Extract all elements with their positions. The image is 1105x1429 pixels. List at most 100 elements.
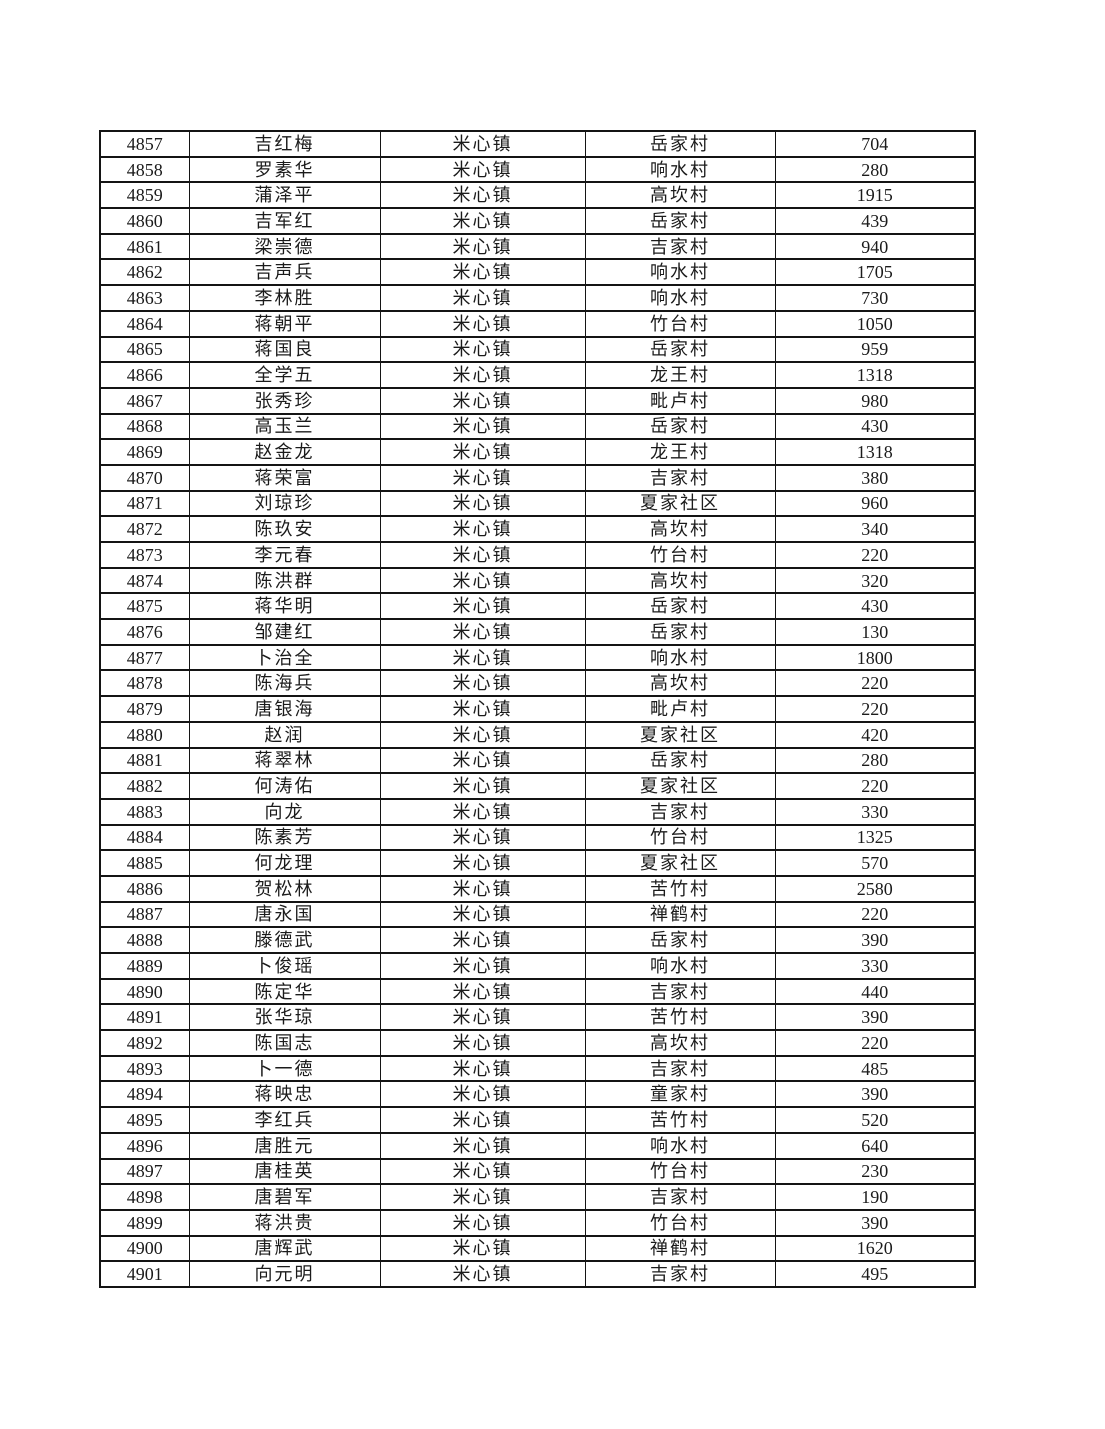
row-number-cell: 4866 [99, 361, 190, 389]
amount-cell: 430 [774, 412, 976, 441]
name-cell: 贺松林 [188, 874, 381, 903]
village-cell: 禅鹤村 [584, 1234, 776, 1263]
village-cell: 响水村 [584, 284, 776, 312]
table-row: 4878 陈海兵 米心镇 高坎村 220 [99, 669, 976, 698]
table-row: 4869 赵金龙 米心镇 龙王村 1318 [99, 438, 976, 466]
town-cell: 米心镇 [379, 926, 586, 954]
table-row: 4899 蒋洪贵 米心镇 竹台村 390 [99, 1208, 976, 1237]
table-row: 4882 何涛佑 米心镇 夏家社区 220 [99, 772, 976, 800]
table-row: 4863 李林胜 米心镇 响水村 730 [99, 284, 976, 312]
town-cell: 米心镇 [379, 823, 586, 852]
table-row: 4896 唐胜元 米心镇 响水村 640 [99, 1131, 976, 1160]
row-number-cell: 4890 [99, 977, 190, 1006]
name-cell: 卜俊瑶 [188, 952, 381, 980]
village-cell: 吉家村 [584, 463, 776, 492]
town-cell: 米心镇 [379, 1260, 586, 1288]
name-cell: 唐永国 [188, 900, 381, 929]
name-cell: 高玉兰 [188, 412, 381, 441]
amount-cell: 1705 [774, 258, 976, 287]
row-number-cell: 4858 [99, 155, 190, 184]
village-cell: 吉家村 [584, 797, 776, 826]
name-cell: 吉红梅 [188, 130, 381, 158]
table-row: 4870 蒋荣富 米心镇 吉家村 380 [99, 463, 976, 492]
name-cell: 唐银海 [188, 695, 381, 723]
table-row: 4884 陈素芳 米心镇 竹台村 1325 [99, 823, 976, 852]
row-number-cell: 4872 [99, 515, 190, 543]
table-row: 4890 陈定华 米心镇 吉家村 440 [99, 977, 976, 1006]
town-cell: 米心镇 [379, 797, 586, 826]
table-row: 4894 蒋映忠 米心镇 童家村 390 [99, 1080, 976, 1109]
village-cell: 吉家村 [584, 1183, 776, 1211]
amount-cell: 980 [774, 386, 976, 415]
amount-cell: 1050 [774, 309, 976, 338]
village-cell: 岳家村 [584, 746, 776, 775]
row-number-cell: 4879 [99, 695, 190, 723]
table-row: 4897 唐桂英 米心镇 竹台村 230 [99, 1157, 976, 1186]
table-row: 4858 罗素华 米心镇 响水村 280 [99, 155, 976, 184]
amount-cell: 230 [774, 1157, 976, 1186]
town-cell: 米心镇 [379, 309, 586, 338]
village-cell: 高坎村 [584, 181, 776, 210]
row-number-cell: 4899 [99, 1208, 190, 1237]
amount-cell: 220 [774, 541, 976, 569]
name-cell: 陈国志 [188, 1029, 381, 1057]
town-cell: 米心镇 [379, 592, 586, 621]
table-row: 4877 卜治全 米心镇 响水村 1800 [99, 643, 976, 672]
town-cell: 米心镇 [379, 130, 586, 158]
town-cell: 米心镇 [379, 438, 586, 466]
name-cell: 梁崇德 [188, 232, 381, 261]
village-cell: 岳家村 [584, 207, 776, 235]
name-cell: 唐胜元 [188, 1131, 381, 1160]
name-cell: 陈海兵 [188, 669, 381, 698]
village-cell: 禅鹤村 [584, 900, 776, 929]
amount-cell: 220 [774, 772, 976, 800]
town-cell: 米心镇 [379, 489, 586, 518]
village-cell: 苦竹村 [584, 1003, 776, 1032]
table-row: 4889 卜俊瑶 米心镇 响水村 330 [99, 952, 976, 980]
town-cell: 米心镇 [379, 361, 586, 389]
town-cell: 米心镇 [379, 1106, 586, 1134]
table-row: 4872 陈玖安 米心镇 高坎村 340 [99, 515, 976, 543]
row-number-cell: 4885 [99, 849, 190, 877]
table-row: 4895 李红兵 米心镇 苦竹村 520 [99, 1106, 976, 1134]
amount-cell: 730 [774, 284, 976, 312]
amount-cell: 485 [774, 1054, 976, 1083]
row-number-cell: 4878 [99, 669, 190, 698]
table-row: 4861 梁崇德 米心镇 吉家村 940 [99, 232, 976, 261]
amount-cell: 130 [774, 618, 976, 646]
town-cell: 米心镇 [379, 1029, 586, 1057]
name-cell: 李红兵 [188, 1106, 381, 1134]
village-cell: 夏家社区 [584, 720, 776, 749]
table-row: 4879 唐银海 米心镇 毗卢村 220 [99, 695, 976, 723]
row-number-cell: 4881 [99, 746, 190, 775]
row-number-cell: 4894 [99, 1080, 190, 1109]
table-row: 4874 陈洪群 米心镇 高坎村 320 [99, 566, 976, 595]
name-cell: 吉军红 [188, 207, 381, 235]
village-cell: 毗卢村 [584, 695, 776, 723]
table-row: 4891 张华琼 米心镇 苦竹村 390 [99, 1003, 976, 1032]
row-number-cell: 4876 [99, 618, 190, 646]
name-cell: 向龙 [188, 797, 381, 826]
amount-cell: 220 [774, 669, 976, 698]
name-cell: 卜一德 [188, 1054, 381, 1083]
village-cell: 响水村 [584, 952, 776, 980]
town-cell: 米心镇 [379, 258, 586, 287]
village-cell: 高坎村 [584, 669, 776, 698]
name-cell: 唐辉武 [188, 1234, 381, 1263]
row-number-cell: 4898 [99, 1183, 190, 1211]
amount-cell: 390 [774, 1080, 976, 1109]
town-cell: 米心镇 [379, 1003, 586, 1032]
name-cell: 赵润 [188, 720, 381, 749]
name-cell: 陈洪群 [188, 566, 381, 595]
table-row: 4880 赵润 米心镇 夏家社区 420 [99, 720, 976, 749]
amount-cell: 959 [774, 335, 976, 364]
name-cell: 陈定华 [188, 977, 381, 1006]
table-row: 4900 唐辉武 米心镇 禅鹤村 1620 [99, 1234, 976, 1263]
row-number-cell: 4880 [99, 720, 190, 749]
row-number-cell: 4889 [99, 952, 190, 980]
name-cell: 李林胜 [188, 284, 381, 312]
amount-cell: 1800 [774, 643, 976, 672]
amount-cell: 320 [774, 566, 976, 595]
amount-cell: 640 [774, 1131, 976, 1160]
